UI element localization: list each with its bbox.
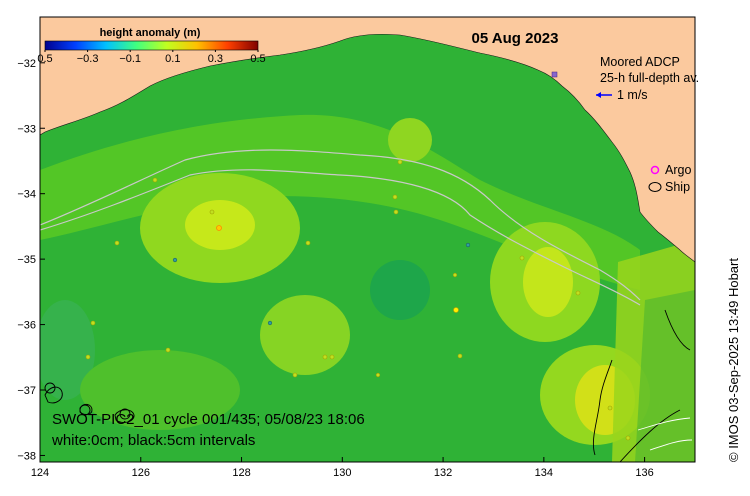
colorbar-gradient [44, 40, 259, 51]
track-line-2 [40, 169, 641, 306]
argo-float [329, 354, 335, 360]
contour-interval-info: white:0cm; black:5cm intervals [51, 432, 255, 449]
argo-float [625, 435, 631, 441]
anomaly-patch-sw-dark [40, 300, 95, 400]
colorbar-tick-label: 0.1 [165, 53, 180, 65]
contour-black-1 [592, 359, 613, 456]
contour-white-1 [637, 417, 691, 431]
y-tick-label: −35 [17, 254, 36, 266]
colorbar-tick-label: 0.3 [208, 53, 223, 65]
argo-float [453, 307, 459, 313]
x-tick-label: 136 [635, 467, 653, 479]
x-tick-label: 128 [232, 467, 250, 479]
adcp-legend: Moored ADCP 25-h full-depth av. 1 m/s [551, 55, 699, 102]
argo-float [114, 240, 120, 246]
contour-black-sw [44, 386, 63, 404]
anomaly-patch-s-light [80, 350, 240, 430]
argo-float [465, 242, 471, 248]
argo-float [267, 320, 273, 326]
anomaly-patch-north [388, 118, 432, 162]
ship-marker [79, 404, 91, 416]
y-tick-label: −32 [17, 58, 36, 70]
argo-float [322, 354, 328, 360]
argo-float [397, 159, 403, 165]
y-tick-label: −38 [17, 450, 36, 462]
ship-marker [119, 408, 131, 420]
colorbar-tick-label: 0.5 [250, 53, 265, 65]
y-tick-label: −37 [17, 385, 36, 397]
argo-legend-icon [650, 165, 660, 175]
satellite-tracks [40, 149, 641, 306]
y-tick-label: −33 [17, 123, 36, 135]
argo-float [519, 255, 525, 261]
argo-float [393, 209, 399, 215]
ship-legend-icon [648, 182, 662, 192]
argo-float [85, 354, 91, 360]
x-tick-label: 132 [434, 467, 452, 479]
y-tick-label: −36 [17, 320, 36, 332]
adcp-legend-title: Moored ADCP [600, 55, 680, 69]
anomaly-patch-east-dark [370, 260, 430, 320]
argo-float [305, 240, 311, 246]
colorbar-tick-label: −0.3 [77, 53, 99, 65]
argo-float [457, 353, 463, 359]
argo-float [607, 405, 613, 411]
contour-lines [44, 309, 693, 462]
x-axis: 124 126 128 130 132 134 136 [31, 457, 654, 479]
ship-legend-label: Ship [665, 180, 690, 194]
x-tick-label: 126 [132, 467, 150, 479]
velocity-scale-arrow-icon [596, 92, 612, 98]
track-line-1 [40, 149, 641, 301]
anomaly-patch-ne-core [523, 247, 573, 317]
anomaly-patch-west-core [185, 200, 255, 250]
adcp-legend-subtitle: 25-h full-depth av. [600, 71, 699, 85]
x-tick-label: 134 [535, 467, 553, 479]
contour-black-3 [664, 309, 691, 351]
adcp-mooring-marker [551, 71, 558, 78]
platform-legend: Argo Ship [648, 163, 691, 194]
argo-float [452, 272, 458, 278]
x-tick-label: 124 [31, 467, 49, 479]
contour-white-2 [649, 439, 693, 451]
argo-float [292, 372, 298, 378]
map-date: 05 Aug 2023 [472, 30, 559, 47]
colorbar-title: height anomaly (m) [100, 27, 201, 39]
imos-credit: © IMOS 03-Sep-2025 13:49 Hobart [726, 258, 741, 462]
y-tick-label: −34 [17, 189, 36, 201]
ship-marker [44, 382, 56, 394]
argo-float [209, 209, 215, 215]
anomaly-patch-mid [260, 295, 350, 375]
x-tick-label: 130 [333, 467, 351, 479]
y-axis: −32 −33 −34 −35 −36 −37 −38 [17, 58, 45, 462]
argo-float [152, 177, 158, 183]
argo-float [165, 347, 171, 353]
colorbar-tick-label: 0.5 [37, 53, 52, 65]
argo-float [90, 320, 96, 326]
ship-tracks [44, 382, 131, 420]
plot-frame [39, 16, 696, 463]
contour-black-2 [619, 409, 681, 462]
argo-float [375, 372, 381, 378]
argo-float [575, 290, 581, 296]
argo-legend-label: Argo [665, 163, 691, 177]
colorbar-tick-label: −0.1 [119, 53, 141, 65]
argo-floats [85, 159, 631, 441]
argo-float [392, 194, 398, 200]
velocity-scale-label: 1 m/s [617, 88, 648, 102]
argo-float [216, 225, 222, 231]
map-plot-area [40, 17, 695, 462]
argo-float [172, 257, 178, 263]
swot-pass-info: SWOT-PIC2_01 cycle 001/435; 05/08/23 18:… [52, 411, 365, 428]
colorbar: height anomaly (m) 0.5 −0.3 −0.1 0.1 0.3 0.5 [37, 27, 265, 65]
